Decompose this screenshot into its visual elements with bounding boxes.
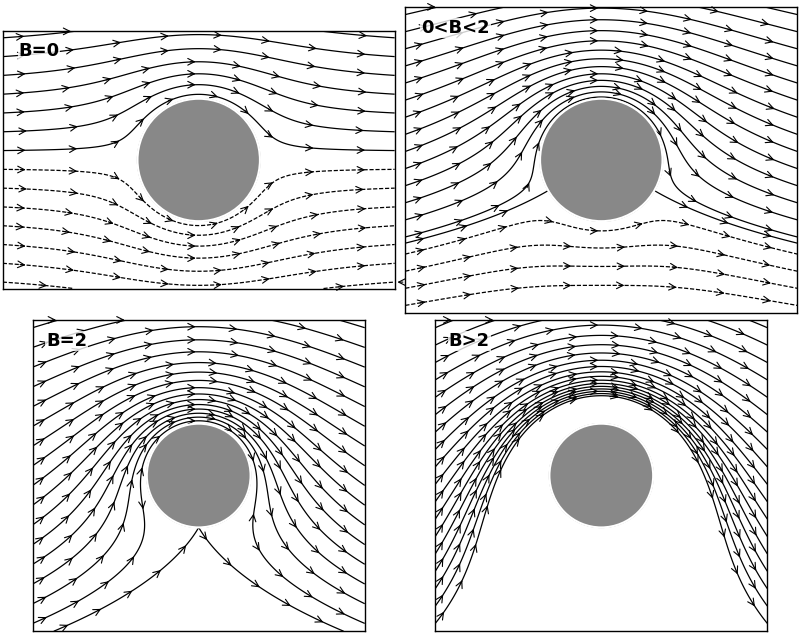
Point (595, 470, 608, 481)
Point (595, 155, 608, 165)
Point (595, 155, 608, 165)
Point (595, 155, 608, 165)
Point (192, 470, 205, 481)
Point (595, 155, 608, 165)
Point (192, 470, 205, 481)
Point (595, 155, 608, 165)
Point (192, 470, 205, 481)
Point (595, 470, 608, 481)
Point (192, 470, 205, 481)
Circle shape (138, 99, 260, 221)
Point (595, 155, 608, 165)
Point (192, 470, 205, 481)
Point (192, 470, 205, 481)
Point (192, 155, 205, 165)
Point (192, 155, 205, 165)
Point (192, 470, 205, 481)
Point (595, 470, 608, 481)
Point (192, 470, 205, 481)
Point (192, 470, 205, 481)
Point (192, 155, 205, 165)
Point (595, 155, 608, 165)
Point (595, 470, 608, 481)
Circle shape (147, 424, 250, 527)
Point (595, 155, 608, 165)
Point (595, 155, 608, 165)
Circle shape (540, 99, 662, 221)
Point (192, 470, 205, 481)
Point (595, 155, 608, 165)
Point (595, 470, 608, 481)
Text: 0<B<2: 0<B<2 (421, 19, 490, 37)
Text: B>2: B>2 (449, 332, 490, 351)
Point (595, 470, 608, 481)
Point (192, 155, 205, 165)
Point (595, 155, 608, 165)
Point (595, 470, 608, 481)
Point (595, 470, 608, 481)
Point (595, 470, 608, 481)
Point (192, 470, 205, 481)
Point (192, 470, 205, 481)
Point (595, 470, 608, 481)
Point (192, 155, 205, 165)
Point (192, 155, 205, 165)
Point (192, 155, 205, 165)
Point (595, 155, 608, 165)
Point (192, 155, 205, 165)
Point (595, 470, 608, 481)
Point (192, 470, 205, 481)
Point (192, 155, 205, 165)
Circle shape (550, 424, 653, 527)
Point (595, 155, 608, 165)
Point (192, 155, 205, 165)
Point (595, 470, 608, 481)
Point (192, 155, 205, 165)
Point (595, 155, 608, 165)
Point (192, 155, 205, 165)
Point (595, 470, 608, 481)
Text: B=0: B=0 (18, 42, 59, 60)
Point (192, 155, 205, 165)
Point (595, 470, 608, 481)
Point (595, 155, 608, 165)
Point (595, 155, 608, 165)
Point (595, 470, 608, 481)
Point (595, 470, 608, 481)
Text: B=2: B=2 (46, 332, 87, 351)
Point (595, 470, 608, 481)
Point (192, 470, 205, 481)
Point (595, 470, 608, 481)
Point (192, 470, 205, 481)
Point (192, 155, 205, 165)
Point (192, 470, 205, 481)
Point (595, 155, 608, 165)
Point (192, 470, 205, 481)
Point (595, 155, 608, 165)
Point (595, 155, 608, 165)
